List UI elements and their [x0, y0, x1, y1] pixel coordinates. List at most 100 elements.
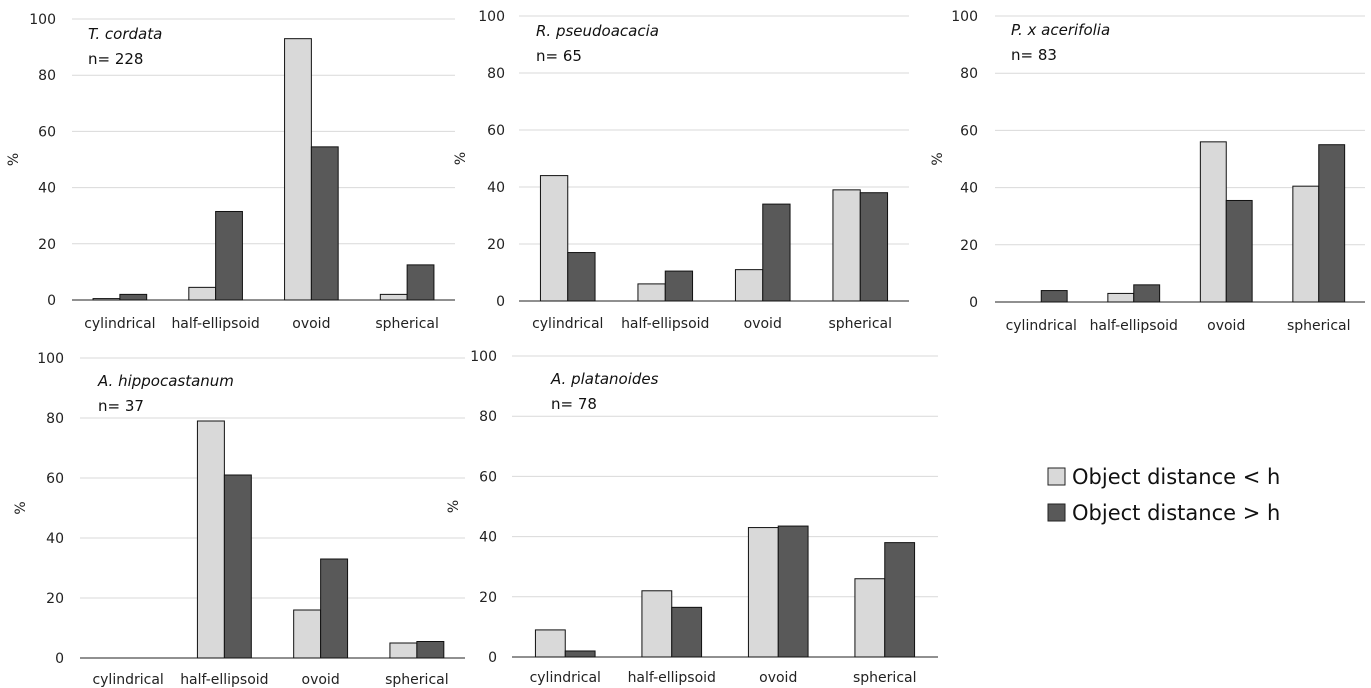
bar-spherical-distance-less-h: [1292, 185, 1320, 303]
bar-cylindrical-distance-greater-h: [1040, 290, 1068, 303]
x-category-label: half-ellipsoid: [180, 672, 268, 688]
bar-ovoid-distance-less-h: [734, 269, 764, 302]
bar-half-ellipsoid-distance-less-h: [1107, 292, 1135, 303]
y-axis-label: %: [930, 152, 946, 165]
bar-ovoid-distance-greater-h: [762, 203, 791, 302]
x-category-label: half-ellipsoid: [1090, 318, 1178, 334]
x-category-label: half-ellipsoid: [171, 316, 259, 332]
bar-spherical-distance-greater-h: [406, 264, 435, 301]
bar-ovoid-distance-greater-h: [777, 525, 809, 658]
y-tick-label: 60: [479, 469, 497, 485]
x-category-label: ovoid: [1207, 318, 1245, 334]
bar-spherical-distance-greater-h: [859, 192, 889, 302]
x-category-label: ovoid: [759, 670, 797, 686]
bar-spherical-distance-greater-h: [416, 641, 445, 659]
bar-cylindrical-distance-greater-h: [119, 293, 148, 301]
chart-panel-5: 0 20 40 60 80 100% cylindrical half-ellipsoid ov…: [446, 349, 938, 686]
y-tick-label: 60: [46, 471, 64, 487]
y-tick-label: 80: [487, 66, 505, 82]
x-category-label: spherical: [829, 316, 892, 332]
y-tick-label: 0: [55, 651, 64, 667]
sample-size-label: n= 37: [98, 397, 144, 415]
x-category-label: ovoid: [302, 672, 340, 688]
bar-ovoid-distance-greater-h: [1225, 199, 1253, 303]
bar-half-ellipsoid-distance-greater-h: [671, 606, 703, 658]
bar-spherical-distance-less-h: [832, 189, 861, 302]
sample-size-label: n= 78: [551, 395, 597, 413]
y-tick-label: 20: [46, 591, 64, 607]
y-tick-label: 40: [38, 181, 56, 197]
bar-ovoid-distance-greater-h: [310, 146, 339, 301]
bar-cylindrical-distance-less-h: [539, 175, 569, 302]
y-axis-label: %: [6, 153, 22, 166]
y-axis-label: %: [446, 500, 462, 513]
legend-label-2: Object distance > h: [1072, 501, 1280, 525]
bar-spherical-distance-less-h: [389, 642, 418, 659]
bar-half-ellipsoid-distance-less-h: [196, 420, 225, 659]
chart-panel-4: 0 20 40 60 80 100% cylindrical half-ellipsoid ov…: [13, 351, 465, 688]
x-category-label: half-ellipsoid: [621, 316, 709, 332]
species-title: A. hippocastanum: [97, 372, 234, 390]
legend-swatch-1: [1047, 467, 1066, 486]
y-tick-label: 100: [478, 9, 505, 25]
y-tick-label: 20: [38, 237, 56, 253]
y-tick-label: 0: [969, 295, 978, 311]
y-tick-label: 0: [488, 650, 497, 666]
sample-size-label: n= 228: [88, 50, 143, 68]
y-axis-label: %: [453, 152, 469, 165]
y-tick-label: 100: [951, 9, 978, 25]
legend-swatch-2: [1047, 503, 1066, 522]
x-category-label: cylindrical: [532, 316, 603, 332]
legend-label-1: Object distance < h: [1072, 465, 1280, 489]
chart-panel-1: 0 20 40 60 80 100% cylindrical half-ellipsoid ov…: [6, 12, 455, 332]
bar-ovoid-distance-less-h: [284, 38, 312, 301]
species-title: R. pseudoacacia: [536, 22, 659, 40]
bar-half-ellipsoid-distance-greater-h: [223, 474, 252, 659]
x-category-label: half-ellipsoid: [628, 670, 716, 686]
bar-half-ellipsoid-distance-greater-h: [664, 270, 694, 302]
bar-spherical-distance-less-h: [854, 578, 886, 658]
x-category-label: spherical: [375, 316, 438, 332]
bar-cylindrical-distance-less-h: [534, 629, 566, 658]
y-tick-label: 40: [46, 531, 64, 547]
chart-panel-3: 0 20 40 60 80 100% cylindrical half-ellipsoid ov…: [930, 9, 1365, 334]
y-tick-label: 80: [960, 66, 978, 82]
y-tick-label: 100: [29, 12, 56, 28]
y-tick-label: 60: [487, 123, 505, 139]
y-tick-label: 40: [479, 530, 497, 546]
y-tick-label: 60: [960, 123, 978, 139]
y-tick-label: 80: [38, 68, 56, 84]
y-axis-label: %: [13, 501, 29, 514]
bar-ovoid-distance-less-h: [1199, 141, 1227, 303]
bar-ovoid-distance-less-h: [747, 527, 779, 658]
x-category-label: spherical: [385, 672, 448, 688]
sample-size-label: n= 83: [1011, 46, 1057, 64]
x-category-label: cylindrical: [84, 316, 155, 332]
y-tick-label: 40: [487, 180, 505, 196]
bar-half-ellipsoid-distance-less-h: [188, 286, 217, 301]
bar-half-ellipsoid-distance-less-h: [637, 283, 666, 302]
x-category-label: spherical: [1287, 318, 1350, 334]
bar-spherical-distance-greater-h: [1318, 144, 1346, 303]
bar-spherical-distance-less-h: [379, 293, 408, 301]
bar-ovoid-distance-greater-h: [320, 558, 349, 659]
x-category-label: spherical: [853, 670, 916, 686]
y-tick-label: 0: [496, 294, 505, 310]
x-category-label: ovoid: [744, 316, 782, 332]
x-category-label: cylindrical: [92, 672, 163, 688]
chart-panel-2: 0 20 40 60 80 100% cylindrical half-ellipsoid ov…: [453, 9, 909, 332]
species-title: A. platanoides: [550, 370, 659, 388]
y-tick-label: 80: [479, 409, 497, 425]
species-title: T. cordata: [88, 25, 162, 43]
y-tick-label: 20: [479, 590, 497, 606]
bar-half-ellipsoid-distance-less-h: [641, 590, 673, 658]
bar-cylindrical-distance-less-h: [92, 298, 121, 301]
y-tick-label: 20: [487, 237, 505, 253]
y-tick-label: 80: [46, 411, 64, 427]
bar-cylindrical-distance-greater-h: [567, 252, 596, 302]
y-tick-label: 20: [960, 238, 978, 254]
y-tick-label: 60: [38, 124, 56, 140]
y-tick-label: 40: [960, 181, 978, 197]
bar-half-ellipsoid-distance-greater-h: [1133, 284, 1161, 303]
x-category-label: ovoid: [292, 316, 330, 332]
